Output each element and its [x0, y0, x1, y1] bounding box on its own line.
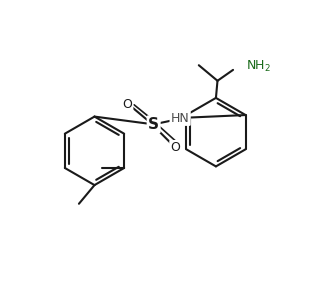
Text: NH$_2$: NH$_2$ — [245, 59, 271, 74]
Text: HN: HN — [171, 112, 189, 125]
Text: O: O — [122, 98, 132, 111]
Text: S: S — [148, 117, 159, 132]
Text: O: O — [170, 141, 180, 154]
